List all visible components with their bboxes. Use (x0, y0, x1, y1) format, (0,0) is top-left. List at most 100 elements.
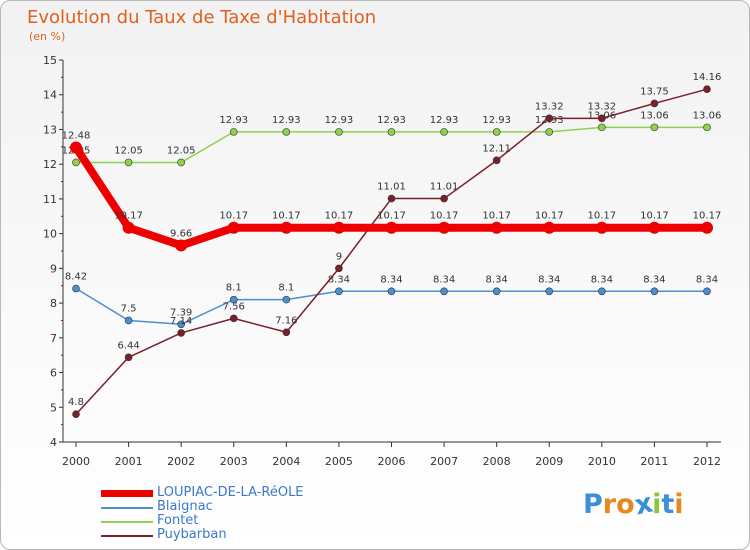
data-label-loupiac-de-la-r-ole: 10.17 (693, 211, 722, 222)
logo-letter: r (602, 489, 617, 520)
data-label-fontet: 12.93 (377, 115, 406, 126)
legend-swatch-fontet (101, 521, 153, 523)
y-tick-label: 15 (43, 54, 57, 67)
data-point-puybarban (545, 114, 554, 123)
y-tick-label: 4 (50, 436, 57, 449)
data-label-blaignac: 8.34 (328, 274, 350, 285)
proxiti-logo: Proxiti (583, 488, 684, 522)
data-label-loupiac-de-la-r-ole: 9.66 (170, 228, 192, 239)
legend-swatch-blaignac (101, 507, 153, 509)
data-label-puybarban: 7.14 (170, 316, 192, 327)
data-point-puybarban (492, 156, 501, 165)
y-tick-label: 10 (43, 228, 57, 241)
y-tick-label: 6 (50, 367, 57, 380)
data-label-loupiac-de-la-r-ole: 10.17 (114, 211, 143, 222)
x-tick-label: 2005 (325, 455, 353, 468)
data-point-puybarban (177, 329, 185, 337)
legend-label-fontet: Fontet (157, 513, 199, 528)
data-point-fontet (598, 123, 606, 132)
data-point-loupiac-de-la-r-ole (385, 221, 398, 234)
data-point-puybarban (387, 194, 396, 203)
data-point-blaignac (598, 287, 606, 296)
y-tick-label: 5 (50, 401, 57, 414)
data-point-blaignac (335, 287, 343, 296)
data-label-blaignac: 8.1 (226, 283, 242, 294)
data-label-loupiac-de-la-r-ole: 10.17 (640, 211, 669, 222)
data-point-loupiac-de-la-r-ole (122, 221, 135, 234)
chart-title: Evolution du Taux de Taxe d'Habitation (27, 7, 377, 28)
data-point-fontet (335, 128, 343, 136)
chart-subtitle: (en %) (29, 30, 66, 43)
logo-letter: o (616, 489, 635, 520)
logo-letter: t (661, 489, 675, 520)
data-label-fontet: 12.93 (482, 115, 511, 126)
x-tick-label: 2004 (272, 455, 300, 468)
x-tick-label: 2011 (640, 455, 668, 468)
data-point-fontet (229, 128, 238, 136)
data-point-fontet (703, 123, 711, 132)
data-label-puybarban: 13.75 (640, 86, 669, 97)
data-label-fontet: 13.06 (693, 110, 722, 121)
data-label-fontet: 12.93 (219, 115, 248, 126)
data-point-blaignac (545, 287, 554, 296)
data-point-blaignac (72, 284, 80, 293)
data-label-blaignac: 8.34 (486, 274, 508, 285)
x-tick-label: 2000 (62, 455, 90, 468)
data-label-blaignac: 8.34 (380, 274, 402, 285)
data-point-puybarban (282, 328, 291, 337)
data-point-fontet (177, 158, 185, 167)
data-label-puybarban: 11.01 (430, 182, 459, 193)
data-point-loupiac-de-la-r-ole (175, 239, 188, 252)
data-point-loupiac-de-la-r-ole (332, 221, 345, 234)
y-tick-label: 11 (43, 193, 57, 206)
data-label-blaignac: 8.34 (433, 274, 455, 285)
data-point-blaignac (703, 287, 711, 296)
data-label-fontet: 12.93 (325, 115, 354, 126)
x-tick-label: 2008 (483, 455, 511, 468)
y-tick-label: 9 (50, 262, 57, 275)
data-point-blaignac (229, 295, 238, 304)
data-point-fontet (440, 128, 448, 136)
data-label-puybarban: 12.11 (482, 143, 511, 154)
data-label-puybarban: 4.8 (68, 397, 84, 408)
data-point-blaignac (440, 287, 448, 296)
data-point-fontet (492, 128, 501, 136)
logo-letter: i (652, 489, 662, 520)
legend-label-blaignac: Blaignac (157, 499, 213, 514)
data-point-loupiac-de-la-r-ole (648, 221, 661, 234)
y-tick-label: 13 (43, 123, 57, 136)
y-tick-label: 7 (50, 332, 57, 345)
data-point-loupiac-de-la-r-ole (438, 221, 451, 234)
data-point-fontet (72, 158, 80, 167)
data-label-blaignac: 8.1 (278, 283, 294, 294)
data-point-loupiac-de-la-r-ole (595, 221, 608, 234)
data-label-loupiac-de-la-r-ole: 10.17 (272, 211, 301, 222)
data-label-loupiac-de-la-r-ole: 10.17 (377, 211, 406, 222)
data-point-blaignac (282, 295, 291, 304)
y-tick-label: 12 (43, 158, 57, 171)
data-point-blaignac (387, 287, 396, 296)
data-point-puybarban (124, 353, 133, 362)
data-label-loupiac-de-la-r-ole: 10.17 (588, 211, 617, 222)
y-tick-label: 14 (43, 89, 57, 102)
data-label-blaignac: 8.34 (591, 274, 613, 285)
data-point-fontet (282, 128, 291, 136)
data-point-puybarban (335, 264, 343, 273)
x-tick-label: 2007 (430, 455, 458, 468)
data-label-puybarban: 13.32 (588, 101, 617, 112)
data-point-loupiac-de-la-r-ole (490, 221, 503, 234)
data-point-blaignac (177, 320, 185, 329)
data-label-fontet: 12.05 (167, 145, 196, 156)
data-label-blaignac: 8.34 (696, 274, 718, 285)
data-label-fontet: 13.06 (640, 110, 669, 121)
logo-letter: i (674, 489, 684, 520)
data-label-loupiac-de-la-r-ole: 10.17 (325, 211, 354, 222)
data-point-loupiac-de-la-r-ole (543, 221, 556, 234)
data-label-puybarban: 9 (336, 251, 342, 262)
data-label-loupiac-de-la-r-ole: 12.48 (62, 131, 91, 142)
data-label-loupiac-de-la-r-ole: 10.17 (430, 211, 459, 222)
data-label-blaignac: 8.34 (538, 274, 560, 285)
data-label-puybarban: 6.44 (117, 340, 139, 351)
x-tick-label: 2002 (167, 455, 195, 468)
